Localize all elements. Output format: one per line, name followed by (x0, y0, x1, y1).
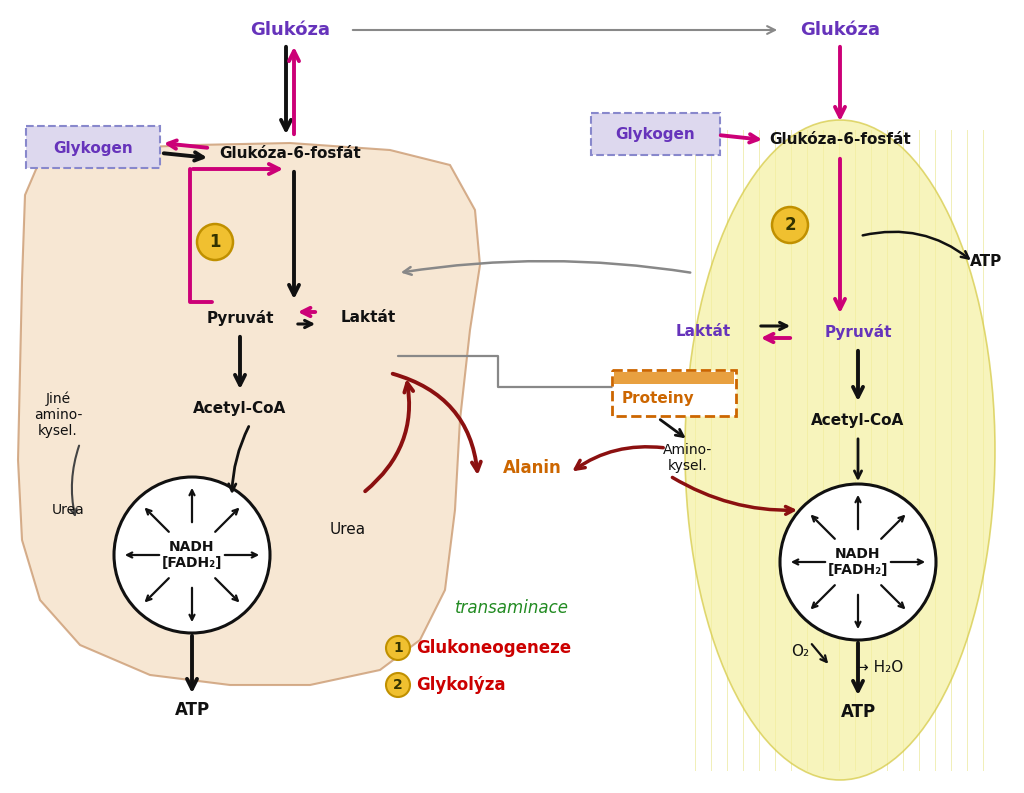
Text: Glukoneogeneze: Glukoneogeneze (416, 639, 571, 657)
FancyBboxPatch shape (612, 370, 736, 416)
Text: NADH
[FADH₂]: NADH [FADH₂] (827, 547, 888, 577)
Text: Pyruvát: Pyruvát (206, 310, 273, 326)
Text: 1: 1 (209, 233, 221, 251)
Text: Alanin: Alanin (503, 459, 561, 477)
Text: ATP: ATP (970, 255, 1002, 270)
Text: 2: 2 (784, 216, 796, 234)
Circle shape (114, 477, 270, 633)
Text: 2: 2 (393, 678, 402, 692)
FancyBboxPatch shape (26, 126, 160, 168)
Text: Laktát: Laktát (676, 324, 731, 339)
Text: Acetyl-CoA: Acetyl-CoA (194, 400, 287, 416)
Text: O₂: O₂ (791, 645, 809, 660)
Text: Glykogen: Glykogen (615, 128, 695, 143)
Text: → H₂O: → H₂O (856, 661, 903, 676)
Text: Acetyl-CoA: Acetyl-CoA (811, 412, 904, 427)
Text: Laktát: Laktát (340, 311, 395, 325)
Text: ATP: ATP (841, 703, 876, 721)
Text: 1: 1 (393, 641, 402, 655)
Circle shape (386, 673, 410, 697)
Text: Glukóza: Glukóza (800, 21, 880, 39)
Text: Pyruvát: Pyruvát (824, 324, 892, 340)
Circle shape (772, 207, 808, 243)
Text: Jiné
amino-
kysel.: Jiné amino- kysel. (34, 392, 82, 439)
Circle shape (197, 224, 233, 260)
Text: Glykogen: Glykogen (53, 140, 133, 155)
FancyBboxPatch shape (614, 372, 734, 384)
Circle shape (780, 484, 936, 640)
Text: Glukóza-6-fosfát: Glukóza-6-fosfát (219, 145, 360, 160)
Text: ATP: ATP (174, 701, 210, 719)
Text: Urea: Urea (330, 523, 366, 538)
Text: transaminace: transaminace (455, 599, 569, 617)
Polygon shape (18, 143, 480, 685)
Text: Glukóza-6-fosfát: Glukóza-6-fosfát (769, 132, 911, 147)
Text: Glykolýza: Glykolýza (416, 676, 506, 694)
Text: Glukóza: Glukóza (250, 21, 330, 39)
Text: NADH
[FADH₂]: NADH [FADH₂] (162, 540, 222, 570)
Circle shape (386, 636, 410, 660)
FancyBboxPatch shape (591, 113, 720, 155)
Text: Urea: Urea (51, 503, 84, 517)
Text: Proteiny: Proteiny (622, 390, 694, 405)
Ellipse shape (685, 120, 995, 780)
Text: Amino-
kysel.: Amino- kysel. (664, 443, 713, 473)
